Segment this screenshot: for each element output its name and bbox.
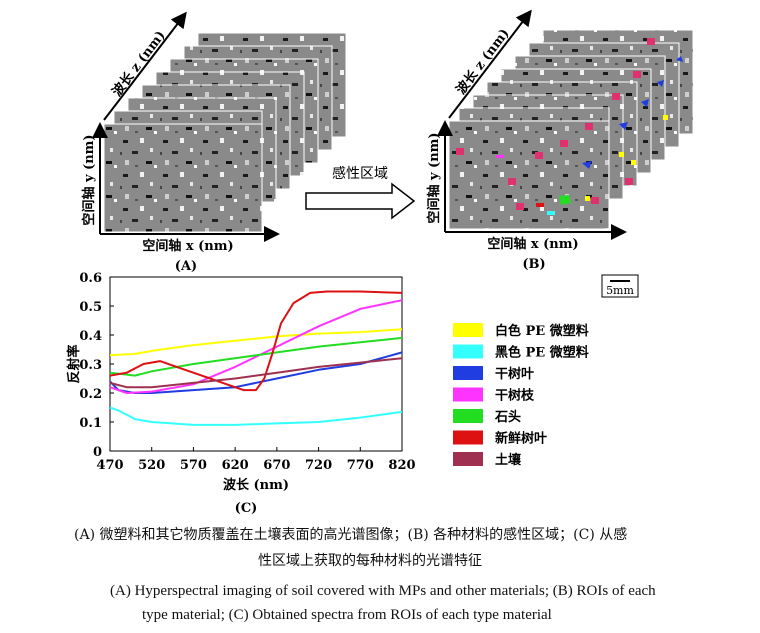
roi-soil [535, 152, 543, 159]
y-tick-label: 0.4 [79, 329, 102, 344]
caption-zh-line1: (A) 微塑料和其它物质覆盖在土壤表面的高光谱图像；(B) 各种材料的感性区域；… [74, 527, 628, 543]
roi-dry-leaf [619, 122, 628, 130]
legend-swatch [453, 452, 483, 466]
roi-soil [516, 203, 524, 210]
y-tick-label: 0.5 [79, 300, 102, 315]
roi-soil [456, 148, 464, 155]
roi-dry-leaf [641, 99, 649, 107]
roi-soil [560, 140, 568, 147]
roi-white-pe [631, 160, 636, 165]
y-tick-label: 0.1 [79, 416, 102, 431]
roi-dry-leaf [657, 80, 664, 87]
caption-en-line2: type material; (C) Obtained spectra from… [142, 607, 552, 623]
y-tick-label: 0 [93, 445, 102, 460]
x-tick-label: 470 [96, 458, 123, 473]
panel-b-axis-y: 空间轴 y (nm) [426, 132, 442, 223]
x-tick-label: 720 [305, 458, 332, 473]
y-tick-label: 0.6 [79, 271, 102, 286]
roi-soil [508, 178, 516, 185]
roi-soil [591, 197, 599, 204]
roi-black-pe [547, 211, 555, 215]
roi-white-pe [585, 196, 590, 201]
y-axis-label: 反射率 [66, 344, 82, 383]
x-tick-label: 670 [263, 458, 290, 473]
panel-b-axes [437, 9, 627, 240]
panel-a-cube [103, 32, 347, 233]
caption-zh-line2: 性区域上获取的每种材料的光谱特征 [258, 553, 482, 569]
panel-c-label: (C) [235, 501, 258, 516]
roi-soil [612, 93, 620, 100]
roi-twig [496, 155, 504, 158]
legend-label: 黑色 PE 微塑料 [495, 345, 589, 361]
spectra-chart: 470 520 570 620 670 720 770 820 0 0.1 0.2 0.3 0.4 0.5… [66, 271, 589, 493]
panel-b-axis-x: 空间轴 x (nm) [487, 236, 578, 252]
scale-bar: 5mm [601, 274, 639, 298]
arrow-label: 感性区域 [332, 165, 388, 182]
series-line [109, 290, 403, 392]
y-tick-label: 0.3 [79, 358, 102, 373]
panel-a-label: (A) [175, 259, 197, 274]
x-axis-label: 波长 (nm) [223, 477, 289, 493]
roi-soil [585, 123, 593, 130]
x-tick-label: 520 [138, 458, 165, 473]
caption-en-line1: (A) Hyperspectral imaging of soil covere… [110, 583, 656, 599]
roi-soil [633, 71, 641, 78]
roi-stone [559, 195, 571, 205]
roi-dry-leaf [676, 56, 683, 62]
legend-swatch [453, 344, 483, 359]
legend-swatch [453, 430, 483, 445]
legend-label: 新鲜树叶 [495, 431, 547, 447]
series-line [109, 351, 403, 394]
panel-a-axes [92, 11, 280, 242]
roi-markers [456, 38, 683, 215]
panel-a-axis-y: 空间轴 y (nm) [81, 134, 97, 225]
roi-white-pe [619, 152, 624, 157]
legend-label: 干树叶 [495, 366, 534, 382]
y-tick-label: 0.2 [79, 387, 102, 402]
roi-soil [625, 178, 633, 185]
legend-label: 土壤 [495, 452, 522, 468]
roi-soil [647, 38, 655, 45]
series-line [109, 299, 403, 394]
x-tick-label: 620 [222, 458, 249, 473]
x-tick-label: 820 [388, 458, 415, 473]
legend-swatch [453, 387, 483, 402]
x-tick-label: 770 [347, 458, 374, 473]
series-line [109, 336, 403, 377]
series-line [109, 406, 403, 426]
series-line [109, 357, 403, 389]
legend-swatch [453, 409, 483, 423]
series-line [109, 328, 403, 357]
legend-label: 干树枝 [495, 388, 535, 404]
scale-bar-label: 5mm [606, 284, 634, 297]
panel-b-label: (B) [522, 257, 545, 272]
legend-label: 白色 PE 微塑料 [495, 323, 589, 339]
transform-arrow [305, 182, 416, 220]
x-tick-label: 570 [180, 458, 207, 473]
legend-swatch [453, 366, 483, 380]
roi-dry-leaf [582, 161, 592, 169]
roi-white-pe [663, 115, 668, 120]
roi-fresh-leaf [536, 203, 544, 207]
legend-label: 石头 [494, 409, 521, 425]
panel-a-axis-x: 空间轴 x (nm) [142, 238, 233, 254]
legend-swatch [453, 323, 483, 337]
